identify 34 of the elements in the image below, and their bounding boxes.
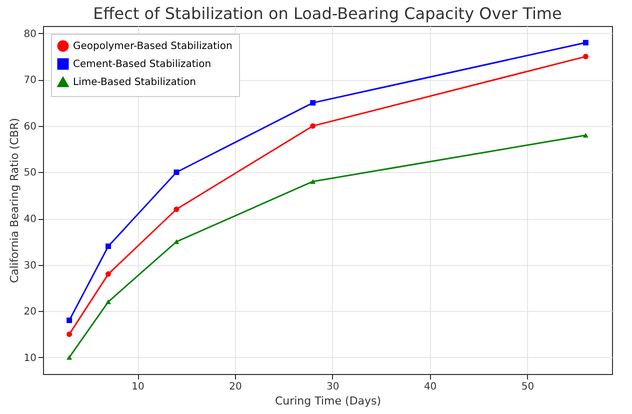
point: [174, 169, 180, 175]
point: [174, 239, 180, 244]
point: [106, 271, 112, 277]
chart-title: Effect of Stabilization on Load-Bearing Capacity Over Time: [93, 4, 562, 23]
point: [582, 54, 588, 60]
y-tick-label: 40: [24, 214, 36, 226]
x-tick-label: 50: [521, 382, 534, 392]
y-tick-label: 80: [24, 28, 36, 40]
point: [66, 354, 72, 360]
legend-label: Cement-Based Stabilization: [73, 59, 212, 70]
x-tick-label: 20: [229, 382, 242, 392]
legend-label: Lime-Based Stabilization: [73, 77, 196, 88]
point: [106, 299, 112, 304]
point: [310, 179, 316, 184]
point: [66, 331, 72, 337]
y-tick-label: 30: [24, 260, 36, 272]
point: [582, 40, 588, 46]
y-tick-label: 20: [24, 306, 36, 318]
y-tick-label: 70: [24, 75, 36, 86]
x-tick-label: 30: [326, 382, 340, 392]
point: [66, 318, 72, 324]
point: [582, 132, 588, 138]
y-tick-label: 10: [24, 352, 36, 364]
y-axis-title: California Bearing Ratio (CBR): [8, 118, 21, 284]
legend-label: Geopolymer-Based Stabilization: [73, 41, 232, 52]
point: [310, 123, 316, 129]
x-tick-label: 10: [132, 382, 144, 392]
x-axis-title: Curing Time (Days): [274, 394, 382, 408]
y-tick-label: 50: [24, 168, 36, 179]
point: [106, 244, 112, 250]
point: [174, 206, 180, 212]
x-tick-label: 40: [424, 382, 437, 392]
y-tick-label: 60: [24, 121, 36, 132]
point: [310, 100, 316, 106]
